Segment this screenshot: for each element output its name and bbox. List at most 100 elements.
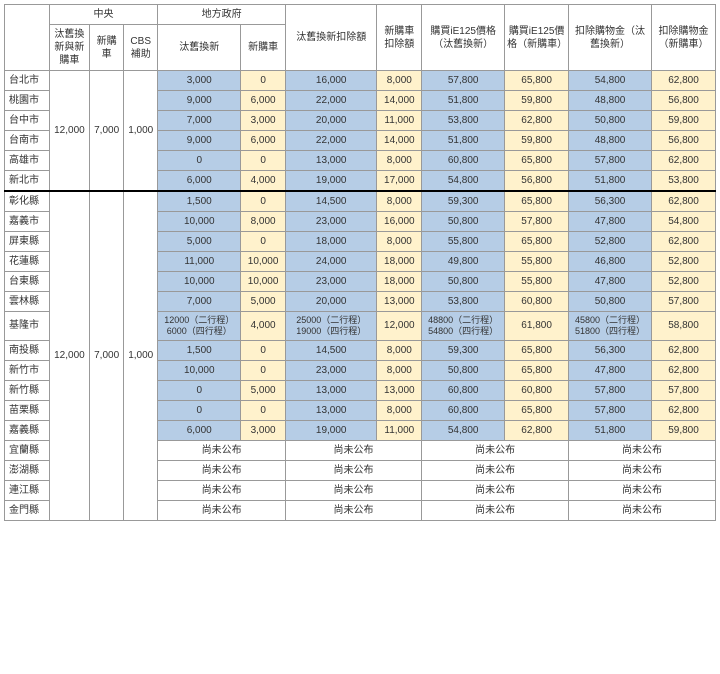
table-cell: 16,000 [285, 71, 377, 91]
table-cell: 47,800 [569, 360, 652, 380]
hdr-sub-replace: 汰舊換新與新購車 [49, 25, 89, 71]
table-cell: 11,000 [377, 420, 422, 440]
table-cell: 25000（二行程）19000（四行程） [285, 312, 377, 341]
table-cell: 50,800 [422, 360, 505, 380]
table-cell: 5,000 [241, 380, 286, 400]
table-cell: 11,000 [158, 252, 241, 272]
table-cell: 尚未公布 [569, 500, 716, 520]
table-cell: 8,000 [241, 212, 286, 232]
table-cell: 1,000 [124, 191, 158, 520]
table-cell: 20,000 [285, 292, 377, 312]
table-cell: 尚未公布 [422, 500, 569, 520]
hdr-shop-new: 扣除購物金（新購車） [652, 5, 716, 71]
table-cell: 56,800 [505, 171, 569, 192]
table-cell: 59,800 [505, 131, 569, 151]
table-cell: 57,800 [652, 380, 716, 400]
table-cell: 高雄市 [5, 151, 50, 171]
table-cell: 10,000 [241, 252, 286, 272]
table-cell: 8,000 [377, 191, 422, 212]
table-cell: 45800（二行程）51800（四行程） [569, 312, 652, 341]
table-cell: 14,000 [377, 91, 422, 111]
table-cell: 59,800 [652, 111, 716, 131]
table-cell: 19,000 [285, 420, 377, 440]
table-cell: 16,000 [377, 212, 422, 232]
table-cell: 49,800 [422, 252, 505, 272]
table-cell: 7,000 [158, 111, 241, 131]
table-cell: 51,800 [422, 131, 505, 151]
table-cell: 65,800 [505, 232, 569, 252]
table-cell: 13,000 [285, 151, 377, 171]
table-cell: 3,000 [158, 71, 241, 91]
hdr-ie125-new: 購買iE125價格（新購車） [505, 5, 569, 71]
table-cell: 50,800 [569, 292, 652, 312]
table-cell: 12,000 [377, 312, 422, 341]
table-cell: 60,800 [505, 292, 569, 312]
table-cell: 0 [158, 400, 241, 420]
table-cell: 24,000 [285, 252, 377, 272]
table-cell: 苗栗縣 [5, 400, 50, 420]
hdr-ie125-replace: 購買iE125價格（汰舊換新） [422, 5, 505, 71]
table-cell: 尚未公布 [158, 480, 286, 500]
table-cell: 5,000 [158, 232, 241, 252]
table-cell: 54,800 [652, 212, 716, 232]
table-cell: 62,800 [505, 111, 569, 131]
table-cell: 50,800 [422, 272, 505, 292]
table-cell: 8,000 [377, 151, 422, 171]
table-cell: 1,000 [124, 71, 158, 192]
table-cell: 57,800 [652, 292, 716, 312]
table-cell: 56,300 [569, 340, 652, 360]
table-cell: 22,000 [285, 131, 377, 151]
table-cell: 台北市 [5, 71, 50, 91]
table-cell: 0 [158, 380, 241, 400]
table-cell: 7,000 [158, 292, 241, 312]
table-cell: 14,500 [285, 340, 377, 360]
table-cell: 51,800 [569, 420, 652, 440]
table-cell: 尚未公布 [285, 440, 421, 460]
table-cell: 1,500 [158, 191, 241, 212]
table-cell: 1,500 [158, 340, 241, 360]
table-cell: 12,000 [49, 71, 89, 192]
table-cell: 13,000 [285, 400, 377, 420]
table-cell: 台中市 [5, 111, 50, 131]
table-cell: 尚未公布 [569, 480, 716, 500]
table-cell: 47,800 [569, 272, 652, 292]
table-cell: 60,800 [422, 400, 505, 420]
table-cell: 23,000 [285, 212, 377, 232]
table-cell: 尚未公布 [285, 460, 421, 480]
table-cell: 65,800 [505, 191, 569, 212]
table-cell: 57,800 [505, 212, 569, 232]
hdr-sub-lg-replace: 汰舊換新 [158, 25, 241, 71]
table-cell: 尚未公布 [422, 440, 569, 460]
table-cell: 尚未公布 [285, 500, 421, 520]
table-cell: 62,800 [652, 360, 716, 380]
table-cell: 金門縣 [5, 500, 50, 520]
table-cell: 尚未公布 [158, 500, 286, 520]
table-cell: 53,800 [422, 111, 505, 131]
table-cell: 60,800 [505, 380, 569, 400]
table-cell: 61,800 [505, 312, 569, 341]
table-cell: 54,800 [422, 420, 505, 440]
table-cell: 新北市 [5, 171, 50, 192]
table-cell: 56,800 [652, 131, 716, 151]
table-cell: 6,000 [158, 171, 241, 192]
table-cell: 0 [241, 232, 286, 252]
table-cell: 62,800 [652, 340, 716, 360]
table-cell: 65,800 [505, 360, 569, 380]
table-cell: 13,000 [377, 380, 422, 400]
table-cell: 17,000 [377, 171, 422, 192]
table-cell: 50,800 [569, 111, 652, 131]
table-cell: 55,800 [505, 272, 569, 292]
table-cell: 尚未公布 [569, 460, 716, 480]
table-cell: 59,800 [652, 420, 716, 440]
table-cell: 55,800 [505, 252, 569, 272]
table-cell: 23,000 [285, 360, 377, 380]
table-cell: 12,000 [49, 191, 89, 520]
table-cell: 59,800 [505, 91, 569, 111]
table-cell: 6,000 [241, 131, 286, 151]
table-cell: 58,800 [652, 312, 716, 341]
table-cell: 52,800 [569, 232, 652, 252]
table-cell: 62,800 [505, 420, 569, 440]
hdr-sub-new: 新購車 [90, 25, 124, 71]
table-cell: 48,800 [569, 91, 652, 111]
table-cell: 5,000 [241, 292, 286, 312]
